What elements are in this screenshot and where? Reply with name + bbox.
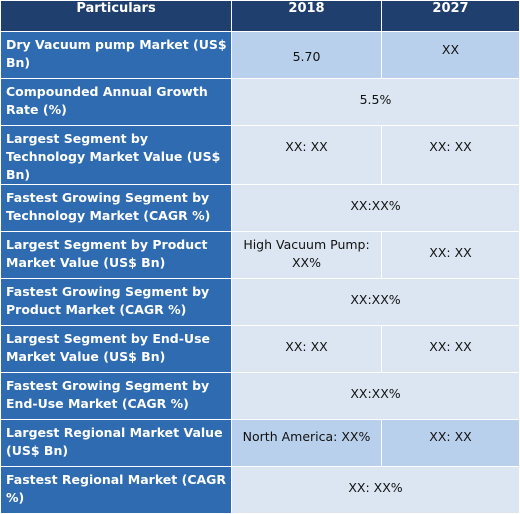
value-merged: XX: XX% bbox=[231, 466, 520, 514]
value-2018: XX: XX bbox=[231, 125, 382, 185]
value-2018: North America: XX% bbox=[231, 419, 382, 467]
value-2018: 5.70 bbox=[231, 31, 382, 79]
row-label: Largest Segment by Product Market Value … bbox=[0, 231, 232, 279]
table-row: Largest Segment by Technology Market Val… bbox=[0, 125, 520, 185]
table-row: Fastest Growing Segment by Technology Ma… bbox=[0, 184, 520, 232]
row-label: Fastest Growing Segment by End-Use Marke… bbox=[0, 372, 232, 420]
value-merged: XX:XX% bbox=[231, 372, 520, 420]
row-label: Fastest Regional Market (CAGR %) bbox=[0, 466, 232, 514]
header-particulars: Particulars bbox=[0, 0, 232, 32]
row-label: Fastest Growing Segment by Product Marke… bbox=[0, 278, 232, 326]
header-2018: 2018 bbox=[231, 0, 382, 32]
table-row: Compounded Annual Growth Rate (%) 5.5% bbox=[0, 78, 520, 126]
table-row: Largest Segment by End-Use Market Value … bbox=[0, 325, 520, 373]
row-label: Dry Vacuum pump Market (US$ Bn) bbox=[0, 31, 232, 79]
value-2027: XX: XX bbox=[381, 125, 520, 185]
row-label: Compounded Annual Growth Rate (%) bbox=[0, 78, 232, 126]
value-2027: XX bbox=[381, 31, 520, 79]
table-row: Largest Regional Market Value (US$ Bn) N… bbox=[0, 419, 520, 467]
row-label: Largest Segment by End-Use Market Value … bbox=[0, 325, 232, 373]
row-label: Fastest Growing Segment by Technology Ma… bbox=[0, 184, 232, 232]
table-row: Fastest Growing Segment by End-Use Marke… bbox=[0, 372, 520, 420]
value-2018: XX: XX bbox=[231, 325, 382, 373]
header-2027: 2027 bbox=[381, 0, 520, 32]
table-row: Dry Vacuum pump Market (US$ Bn) 5.70 XX bbox=[0, 31, 520, 79]
value-2027: XX: XX bbox=[381, 325, 520, 373]
row-label: Largest Regional Market Value (US$ Bn) bbox=[0, 419, 232, 467]
value-merged: XX:XX% bbox=[231, 278, 520, 326]
header-row: Particulars 2018 2027 bbox=[0, 0, 520, 32]
row-label: Largest Segment by Technology Market Val… bbox=[0, 125, 232, 185]
value-2027: XX: XX bbox=[381, 231, 520, 279]
value-2018: High Vacuum Pump: XX% bbox=[231, 231, 382, 279]
value-merged: 5.5% bbox=[231, 78, 520, 126]
value-2027: XX: XX bbox=[381, 419, 520, 467]
table-row: Fastest Growing Segment by Product Marke… bbox=[0, 278, 520, 326]
table-row: Fastest Regional Market (CAGR %) XX: XX% bbox=[0, 466, 520, 514]
table-row: Largest Segment by Product Market Value … bbox=[0, 231, 520, 279]
value-merged: XX:XX% bbox=[231, 184, 520, 232]
